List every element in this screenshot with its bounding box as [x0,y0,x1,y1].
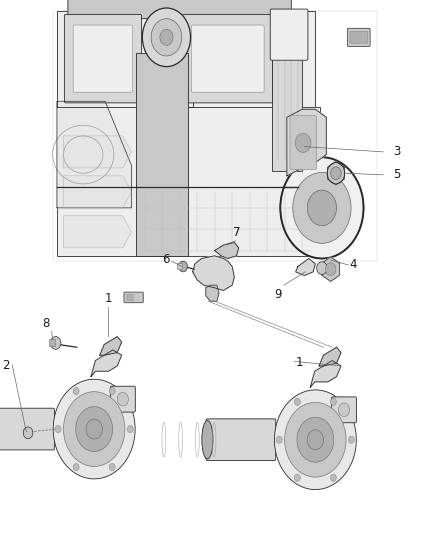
FancyBboxPatch shape [64,14,141,103]
Circle shape [330,398,336,406]
Circle shape [293,173,351,243]
Polygon shape [319,348,341,366]
Circle shape [64,392,125,466]
Polygon shape [91,350,122,376]
Circle shape [179,261,187,272]
Circle shape [331,167,341,180]
Circle shape [285,402,346,477]
Circle shape [86,419,102,439]
Circle shape [55,425,61,433]
Circle shape [276,436,283,443]
Circle shape [23,427,33,439]
FancyBboxPatch shape [347,28,370,46]
Circle shape [109,463,115,471]
Circle shape [330,474,336,481]
Polygon shape [64,216,131,248]
Polygon shape [193,256,234,290]
Circle shape [339,403,350,417]
FancyBboxPatch shape [136,53,188,256]
Circle shape [348,436,354,443]
Polygon shape [100,337,122,356]
Circle shape [160,29,173,45]
FancyBboxPatch shape [183,14,273,103]
Polygon shape [64,136,131,168]
Circle shape [307,430,324,450]
Circle shape [325,263,336,276]
Text: 5: 5 [393,168,401,181]
Polygon shape [322,257,339,281]
Text: 3: 3 [393,146,401,158]
Polygon shape [175,11,315,107]
Polygon shape [206,285,219,301]
FancyBboxPatch shape [53,11,377,261]
Circle shape [294,398,300,406]
Circle shape [307,190,336,225]
FancyBboxPatch shape [350,31,367,43]
Polygon shape [215,243,239,259]
Circle shape [73,387,79,395]
Polygon shape [296,259,315,276]
FancyBboxPatch shape [290,116,317,169]
FancyBboxPatch shape [49,340,56,347]
FancyBboxPatch shape [332,397,357,423]
Circle shape [151,19,182,56]
Circle shape [274,390,356,489]
FancyBboxPatch shape [270,9,308,60]
Polygon shape [310,361,341,387]
FancyBboxPatch shape [272,48,302,171]
Circle shape [297,417,334,462]
Polygon shape [64,176,131,208]
Polygon shape [328,161,344,185]
Text: 6: 6 [162,253,170,266]
Ellipse shape [202,421,213,459]
FancyBboxPatch shape [57,107,320,256]
FancyBboxPatch shape [73,25,133,92]
Text: 1: 1 [105,293,113,305]
Circle shape [109,387,115,395]
Circle shape [53,379,135,479]
Circle shape [294,474,300,481]
Text: 1: 1 [296,356,303,369]
Circle shape [73,463,79,471]
Text: 9: 9 [274,288,282,301]
FancyBboxPatch shape [191,25,264,92]
FancyBboxPatch shape [177,263,183,270]
Polygon shape [57,101,131,208]
Polygon shape [287,109,326,176]
Polygon shape [57,11,193,107]
FancyBboxPatch shape [206,419,276,461]
FancyBboxPatch shape [127,294,133,301]
Text: 7: 7 [233,226,240,239]
FancyBboxPatch shape [68,0,291,19]
Text: 8: 8 [42,317,49,330]
Circle shape [50,337,61,350]
Circle shape [142,8,191,67]
Circle shape [76,407,113,451]
Circle shape [117,392,128,406]
Circle shape [127,425,133,433]
Circle shape [280,157,364,259]
FancyBboxPatch shape [124,292,143,303]
Text: 2: 2 [3,359,10,372]
Text: 4: 4 [350,259,357,271]
Circle shape [327,163,345,184]
FancyBboxPatch shape [110,386,135,412]
FancyBboxPatch shape [0,408,54,450]
Circle shape [317,262,327,274]
Circle shape [295,133,311,152]
